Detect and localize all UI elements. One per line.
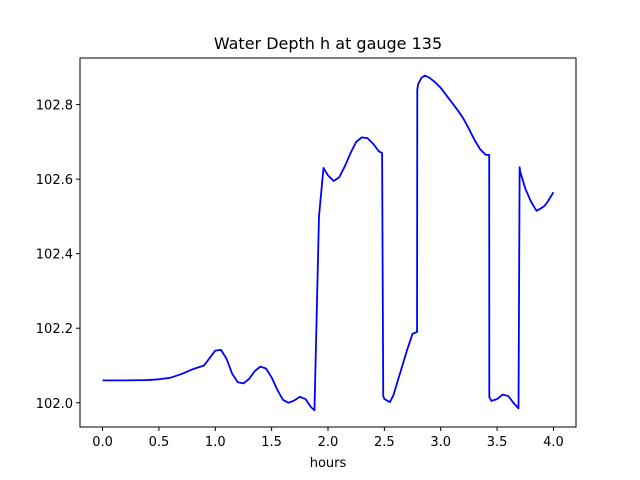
- y-tick-label: 102.4: [36, 248, 73, 263]
- y-tick-label: 102.6: [36, 173, 73, 188]
- y-tick-label: 102.2: [36, 322, 73, 337]
- x-tick-label: 0.5: [149, 435, 170, 450]
- series-line: [102, 74, 555, 412]
- x-tick-label: 4.0: [543, 435, 564, 450]
- x-tick-label: 2.0: [318, 435, 339, 450]
- y-tick-label: 102.0: [36, 397, 73, 412]
- chart-title: Water Depth h at gauge 135: [214, 34, 442, 53]
- x-tick-label: 1.0: [205, 435, 226, 450]
- x-tick-label: 0.0: [92, 435, 113, 450]
- y-tick-label: 102.8: [36, 99, 73, 114]
- x-tick-label: 1.5: [261, 435, 282, 450]
- x-tick-label: 3.5: [487, 435, 508, 450]
- x-tick-label: 2.5: [374, 435, 395, 450]
- x-tick-label: 3.0: [430, 435, 451, 450]
- y-axis-ticks: 102.0 102.2 102.4 102.6 102.8: [36, 99, 80, 412]
- x-axis-label: hours: [310, 456, 347, 471]
- x-axis-ticks: 0.0 0.5 1.0 1.5 2.0 2.5 3.0 3.5 4.0: [92, 427, 564, 450]
